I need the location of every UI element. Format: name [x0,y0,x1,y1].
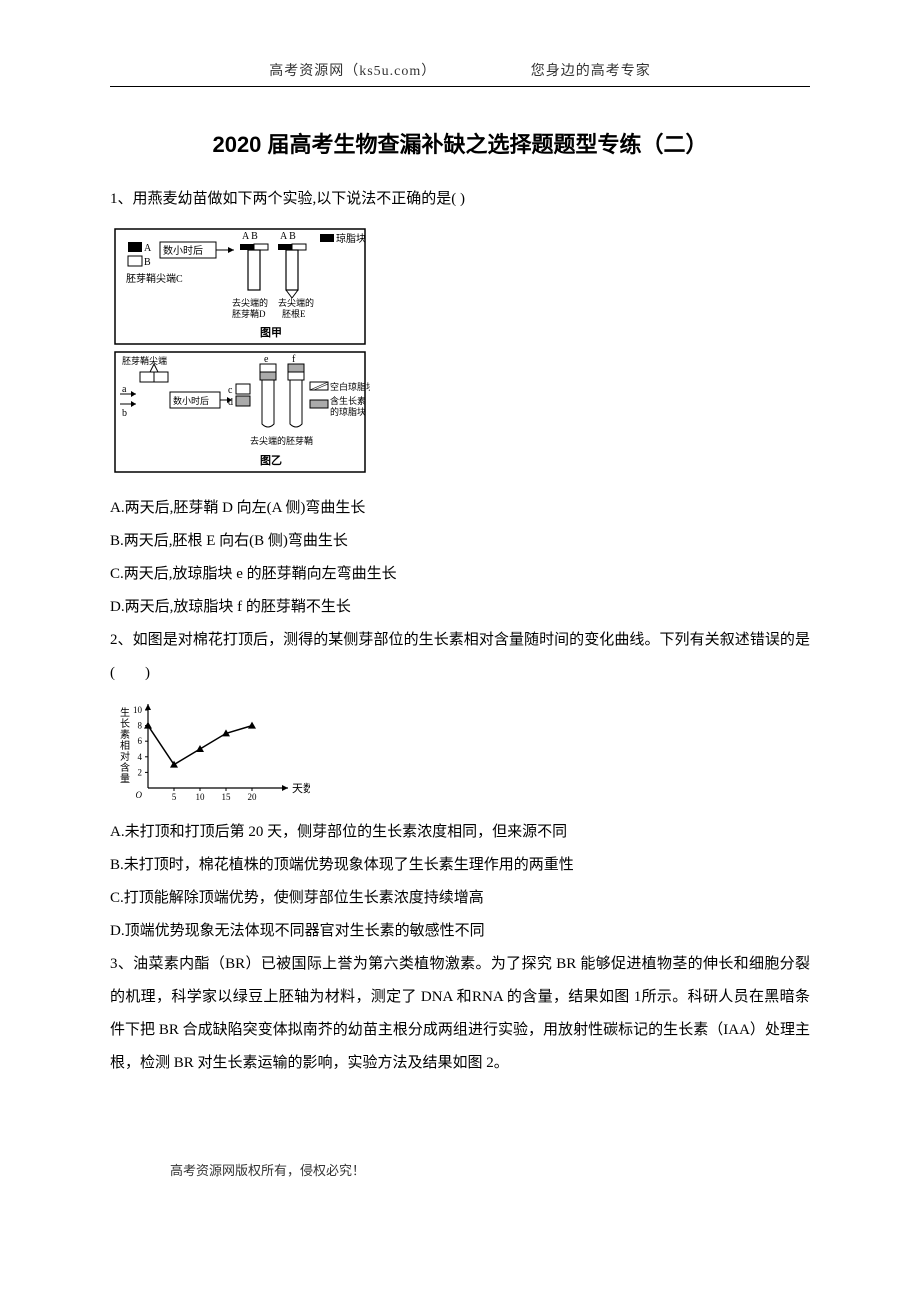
svg-text:B: B [144,257,151,268]
q1-optC: C.两天后,放琼脂块 e 的胚芽鞘向左弯曲生长 [110,558,810,591]
svg-text:胚芽鞘D: 胚芽鞘D [232,308,266,319]
svg-text:含生长素: 含生长素 [330,395,366,406]
svg-text:A: A [144,243,152,254]
svg-text:去尖端的: 去尖端的 [278,297,314,308]
svg-text:6: 6 [138,736,143,746]
svg-text:2: 2 [138,767,143,777]
svg-text:胚芽鞘尖端: 胚芽鞘尖端 [122,355,167,366]
svg-text:生: 生 [120,706,130,719]
svg-text:d: d [228,397,233,408]
q3-stem: 3、油菜素内酯（BR）已被国际上誉为第六类植物激素。为了探究 BR 能够促进植物… [110,948,810,1080]
page-title: 2020 届高考生物查漏补缺之选择题题型专练（二） [110,127,810,159]
svg-text:对: 对 [120,750,130,763]
svg-text:长: 长 [120,718,130,730]
q2-optC: C.打顶能解除顶端优势，使侧芽部位生长素浓度持续增高 [110,882,810,915]
svg-text:4: 4 [138,752,143,762]
q2-optA: A.未打顶和打顶后第 20 天，侧芽部位的生长素浓度相同，但来源不同 [110,816,810,849]
svg-text:图乙: 图乙 [260,454,282,467]
svg-text:b: b [122,408,127,419]
svg-text:胚根E: 胚根E [282,308,306,319]
svg-text:f: f [292,354,296,365]
svg-text:量: 量 [120,773,130,785]
svg-text:含: 含 [120,761,130,774]
header-left: 高考资源网（ks5u.com） [269,60,436,80]
svg-text:e: e [264,354,269,365]
q2-optD: D.顶端优势现象无法体现不同器官对生长素的敏感性不同 [110,915,810,948]
q1-optD: D.两天后,放琼脂块 f 的胚芽鞘不生长 [110,591,810,624]
page-footer: 高考资源网版权所有，侵权必究！ [110,1160,810,1179]
svg-text:数小时后: 数小时后 [173,395,209,406]
svg-text:素: 素 [120,728,130,741]
q2-chart: 2 4 6 8 10 5 10 15 20 O 天数 生长素相对含量 [110,698,810,808]
svg-text:20: 20 [248,792,258,802]
svg-text:去尖端的: 去尖端的 [232,297,268,308]
svg-text:天数: 天数 [292,782,310,795]
svg-text:5: 5 [172,792,177,802]
q2-stem: 2、如图是对棉花打顶后，测得的某侧芽部位的生长素相对含量随时间的变化曲线。下列有… [110,624,810,690]
svg-text:A B: A B [242,231,258,242]
svg-text:15: 15 [222,792,232,802]
svg-text:数小时后: 数小时后 [163,244,203,257]
svg-text:a: a [122,384,127,395]
q1-optA: A.两天后,胚芽鞘 D 向左(A 侧)弯曲生长 [110,492,810,525]
svg-text:的琼脂块: 的琼脂块 [330,406,366,417]
q1-stem: 1、用燕麦幼苗做如下两个实验,以下说法不正确的是( ) [110,183,810,216]
svg-text:去尖端的胚芽鞘: 去尖端的胚芽鞘 [250,435,313,446]
page-header: 高考资源网（ks5u.com） 您身边的高考专家 [110,60,810,87]
svg-text:O: O [136,790,143,800]
svg-text:10: 10 [133,705,143,715]
svg-text:相: 相 [120,739,130,752]
header-right: 您身边的高考专家 [531,60,651,80]
q1-optB: B.两天后,胚根 E 向右(B 侧)弯曲生长 [110,525,810,558]
svg-text:图甲: 图甲 [260,326,282,339]
svg-text:胚芽鞘尖端C: 胚芽鞘尖端C [126,272,183,285]
svg-text:空白琼脂块: 空白琼脂块 [330,381,370,392]
svg-text:8: 8 [138,721,143,731]
q1-figure: A B 数小时后 胚芽鞘尖端C A B A B 琼脂块 [110,224,810,484]
q2-optB: B.未打顶时，棉花植株的顶端优势现象体现了生长素生理作用的两重性 [110,849,810,882]
svg-text:琼脂块: 琼脂块 [336,232,366,245]
svg-text:c: c [228,385,233,396]
svg-text:10: 10 [196,792,206,802]
svg-text:A B: A B [280,231,296,242]
